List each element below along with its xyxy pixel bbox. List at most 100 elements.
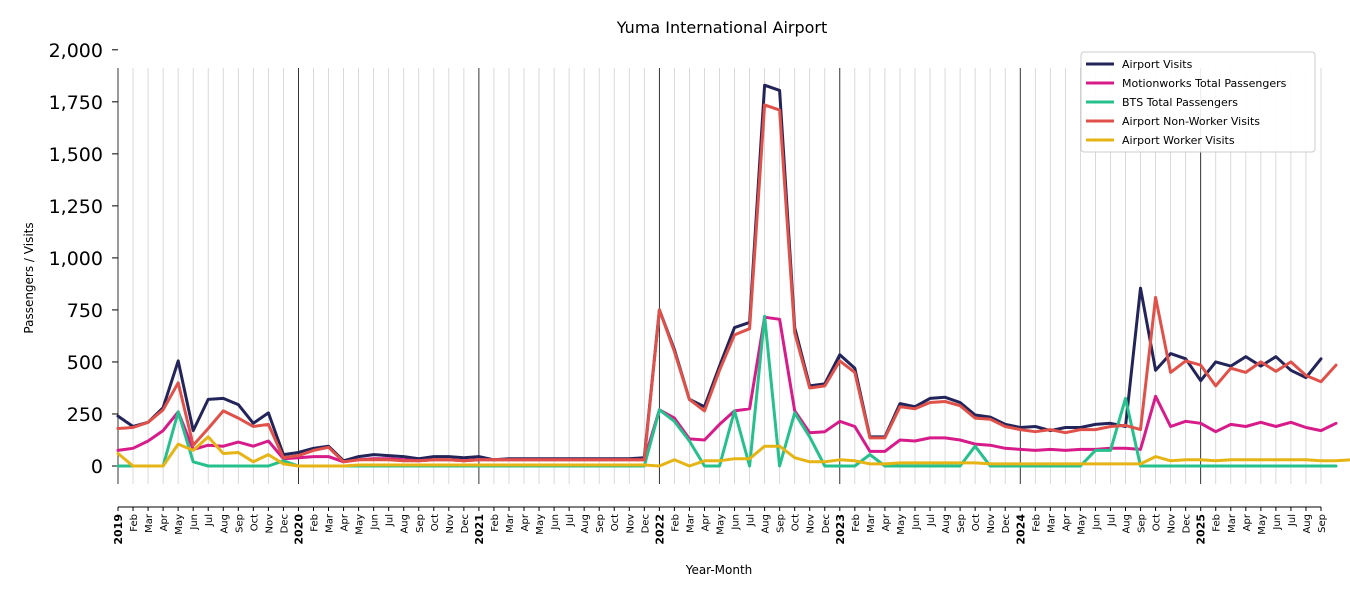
x-tick-label: Apr — [700, 513, 711, 531]
x-tick-label: Nov — [1167, 514, 1178, 534]
x-tick-label: May — [896, 514, 907, 535]
x-tick-label: Sep — [595, 514, 606, 533]
y-axis: 0 250 500 750 1,000 1,250 1,500 1,750 2,000 — [49, 40, 118, 478]
x-tick-label: Oct — [971, 514, 982, 531]
series-lines — [116, 83, 1350, 468]
x-tick-label: Mar — [325, 513, 336, 533]
legend-label: Airport Non-Worker Visits — [1122, 115, 1260, 128]
x-tick-label: 2019 — [112, 514, 125, 545]
x-tick-label: Jul — [565, 514, 576, 527]
x-tick-label: Nov — [264, 514, 275, 534]
grid — [117, 68, 1322, 484]
x-tick-label: May — [1257, 514, 1268, 535]
x-tick-label: Jun — [731, 514, 742, 531]
x-tick-label: Oct — [610, 514, 621, 531]
x-tick-label: Mar — [144, 513, 155, 533]
x-tick-label: May — [174, 514, 185, 535]
x-tick-label: May — [355, 514, 366, 535]
x-tick-label: Sep — [956, 514, 967, 533]
x-tick-label: Nov — [625, 514, 636, 534]
y-tick-label: 500 — [67, 352, 103, 374]
x-tick-label: May — [535, 514, 546, 535]
x-tick-label: Feb — [1031, 514, 1042, 532]
y-tick-label: 1,000 — [49, 248, 103, 270]
x-tick-label: Apr — [340, 513, 351, 531]
x-tick-label: Dec — [1182, 514, 1193, 533]
x-tick-label: Aug — [761, 514, 772, 534]
x-tick-label: Apr — [520, 513, 531, 531]
x-tick-label: Aug — [1122, 514, 1133, 534]
x-tick-label: Jun — [1091, 514, 1102, 531]
series-line — [116, 103, 1338, 464]
x-tick-label: May — [1076, 514, 1087, 535]
x-tick-label: Jun — [370, 514, 381, 531]
x-tick-label: Aug — [580, 514, 591, 534]
x-tick-label: Aug — [941, 514, 952, 534]
y-tick-label: 250 — [67, 404, 103, 426]
x-tick-label: Sep — [1317, 514, 1328, 533]
x-tick-label: Feb — [129, 514, 140, 532]
chart-title: Yuma International Airport — [616, 18, 828, 37]
x-tick-label: Jul — [204, 514, 215, 527]
x-tick-label: Dec — [460, 514, 471, 533]
x-tick-label: Jul — [385, 514, 396, 527]
x-tick-label: Jun — [550, 514, 561, 531]
x-tick-label: Oct — [1152, 514, 1163, 531]
x-tick-label: Nov — [986, 514, 997, 534]
x-tick-label: Mar — [685, 513, 696, 533]
x-tick-label: Apr — [1061, 513, 1072, 531]
x-tick-label: Aug — [400, 514, 411, 534]
legend-label: Motionworks Total Passengers — [1122, 77, 1287, 90]
y-tick-label: 0 — [91, 456, 103, 478]
series-line — [116, 314, 1338, 468]
x-tick-label: Jun — [189, 514, 200, 531]
x-tick-label: 2023 — [834, 514, 847, 545]
y-tick-label: 1,750 — [49, 92, 103, 114]
x-tick-label: Apr — [1242, 513, 1253, 531]
x-tick-label: Oct — [791, 514, 802, 531]
x-tick-label: Apr — [881, 513, 892, 531]
y-tick-label: 2,000 — [49, 40, 103, 62]
x-axis: 2019 Feb Mar Apr May Jun Jul Aug Sep Oct Nov Dec 202… — [112, 506, 1328, 545]
y-tick-label: 1,500 — [49, 144, 103, 166]
y-axis-label: Passengers / Visits — [22, 222, 36, 333]
x-tick-label: 2025 — [1195, 514, 1208, 545]
x-tick-label: Feb — [309, 514, 320, 532]
x-tick-label: Dec — [1001, 514, 1012, 533]
x-tick-label: Mar — [1046, 513, 1057, 533]
x-tick-label: Sep — [776, 514, 787, 533]
x-tick-label: Feb — [851, 514, 862, 532]
x-tick-label: Aug — [219, 514, 230, 534]
y-tick-label: 750 — [67, 300, 103, 322]
series-line — [116, 315, 1338, 464]
x-tick-label: Aug — [1302, 514, 1313, 534]
legend: Airport Visits Motionworks Total Passenge… — [1080, 51, 1316, 153]
x-tick-label: Jul — [1106, 514, 1117, 527]
legend-label: BTS Total Passengers — [1122, 96, 1238, 109]
x-tick-label: Sep — [415, 514, 426, 533]
x-tick-label: Dec — [279, 514, 290, 533]
x-tick-label: Jul — [926, 514, 937, 527]
x-tick-label: 2024 — [1014, 514, 1027, 545]
legend-box — [1080, 51, 1316, 153]
x-tick-label: Feb — [670, 514, 681, 532]
x-tick-label: Mar — [866, 513, 877, 533]
x-tick-label: 2021 — [473, 514, 486, 545]
series-line — [116, 435, 1350, 468]
legend-label: Airport Worker Visits — [1122, 134, 1235, 147]
x-tick-label: Dec — [640, 514, 651, 533]
x-tick-label: Sep — [1137, 514, 1148, 533]
x-tick-label: Jul — [1287, 514, 1298, 527]
x-tick-label: Jul — [746, 514, 757, 527]
x-tick-label: Mar — [1227, 513, 1238, 533]
x-tick-label: Nov — [445, 514, 456, 534]
x-tick-label: Feb — [490, 514, 501, 532]
x-tick-label: Dec — [821, 514, 832, 533]
x-tick-label: 2020 — [292, 514, 305, 545]
x-tick-label: Feb — [1212, 514, 1223, 532]
x-tick-label: Jun — [1272, 514, 1283, 531]
x-axis-label: Year-Month — [685, 563, 753, 577]
x-tick-label: May — [716, 514, 727, 535]
y-tick-label: 1,250 — [49, 196, 103, 218]
